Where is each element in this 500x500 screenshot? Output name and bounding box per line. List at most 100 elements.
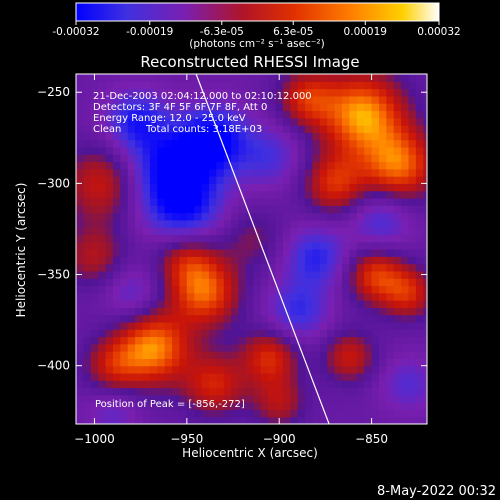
heatmap-cell: [371, 249, 380, 257]
heatmap-cell: [297, 161, 306, 170]
heatmap-cell: [378, 117, 387, 126]
heatmap-cell: [393, 416, 402, 424]
heatmap-cell: [305, 197, 314, 206]
heatmap-cell: [312, 256, 321, 265]
heatmap-cell: [364, 394, 373, 403]
heatmap-cell: [342, 285, 351, 294]
heatmap-cell: [423, 278, 427, 287]
heatmap-cell: [98, 139, 107, 148]
heatmap-cell: [238, 88, 247, 97]
heatmap-cell: [231, 263, 240, 272]
heatmap-cell: [356, 132, 365, 141]
heatmap-cell: [179, 139, 188, 148]
heatmap-cell: [98, 154, 107, 163]
heatmap-cell: [297, 358, 306, 367]
heatmap-cell: [209, 168, 217, 177]
heatmap-cell: [223, 190, 232, 199]
heatmap-cell: [305, 234, 314, 243]
heatmap-cell: [223, 380, 232, 389]
heatmap-cell: [342, 343, 351, 352]
x-tick-label: −850: [355, 432, 388, 446]
heatmap-cell: [127, 183, 136, 192]
heatmap-cell: [90, 154, 99, 163]
heatmap-cell: [164, 307, 173, 316]
heatmap-cell: [282, 190, 291, 199]
heatmap-cell: [319, 212, 328, 221]
heatmap-cell: [179, 190, 188, 199]
heatmap-cell: [209, 139, 217, 148]
heatmap-cell: [194, 249, 203, 257]
heatmap-cell: [371, 197, 380, 206]
heatmap-cell: [216, 336, 225, 345]
heatmap-cell: [231, 190, 240, 199]
heatmap-cell: [260, 241, 269, 250]
heatmap-cell: [253, 249, 262, 257]
heatmap-cell: [334, 365, 343, 374]
heatmap-cell: [216, 139, 225, 148]
heatmap-cell: [142, 176, 151, 184]
heatmap-cell: [179, 329, 188, 338]
heatmap-cell: [386, 329, 395, 338]
heatmap-cell: [223, 125, 232, 133]
heatmap-cell: [98, 197, 107, 206]
heatmap-cell: [105, 234, 114, 243]
heatmap-cell: [327, 358, 336, 367]
heatmap-cell: [378, 365, 387, 374]
heatmap-cell: [282, 321, 291, 330]
heatmap-cell: [194, 256, 203, 265]
heatmap-cell: [149, 270, 158, 279]
heatmap-cell: [245, 219, 254, 228]
heatmap-cell: [290, 88, 299, 97]
heatmap-cell: [356, 139, 365, 148]
heatmap-cell: [282, 416, 291, 424]
heatmap-cell: [282, 358, 291, 367]
heatmap-cell: [371, 270, 380, 279]
heatmap-cell: [238, 205, 247, 214]
heatmap-cell: [223, 351, 232, 359]
heatmap-cell: [127, 263, 136, 272]
heatmap-cell: [186, 307, 195, 316]
heatmap-cell: [386, 81, 395, 90]
heatmap-cell: [135, 74, 144, 82]
heatmap-cell: [245, 351, 254, 359]
heatmap-cell: [260, 205, 269, 214]
heatmap-cell: [164, 132, 173, 141]
heatmap-cell: [186, 270, 195, 279]
heatmap-cell: [282, 256, 291, 265]
heatmap-cell: [334, 372, 343, 381]
heatmap-cell: [120, 358, 129, 367]
heatmap-cell: [371, 205, 380, 214]
heatmap-cell: [172, 103, 181, 112]
heatmap-cell: [297, 190, 306, 199]
heatmap-cell: [268, 205, 277, 214]
heatmap-cell: [127, 321, 136, 330]
heatmap-cell: [253, 132, 262, 141]
heatmap-cell: [172, 95, 181, 104]
heatmap-cell: [408, 416, 417, 424]
heatmap-cell: [312, 402, 321, 411]
heatmap-cell: [393, 139, 402, 148]
heatmap-cell: [356, 168, 365, 177]
heatmap-cell: [268, 219, 277, 228]
heatmap-cell: [356, 292, 365, 301]
heatmap-cell: [127, 343, 136, 352]
heatmap-cell: [290, 110, 299, 119]
heatmap-cell: [393, 74, 402, 82]
heatmap-cell: [342, 234, 351, 243]
heatmap-cell: [378, 154, 387, 163]
heatmap-cell: [386, 241, 395, 250]
heatmap-cell: [83, 103, 92, 112]
heatmap-cell: [342, 351, 351, 359]
heatmap-cell: [364, 329, 373, 338]
heatmap-cell: [378, 205, 387, 214]
heatmap-cell: [268, 292, 277, 301]
heatmap-cell: [112, 161, 121, 170]
heatmap-cell: [415, 409, 424, 418]
heatmap-cell: [334, 154, 343, 163]
heatmap-cell: [98, 270, 107, 279]
heatmap-cell: [423, 190, 427, 199]
heatmap-cell: [105, 292, 114, 301]
heatmap-cell: [356, 351, 365, 359]
heatmap-cell: [186, 292, 195, 301]
heatmap-cell: [268, 241, 277, 250]
